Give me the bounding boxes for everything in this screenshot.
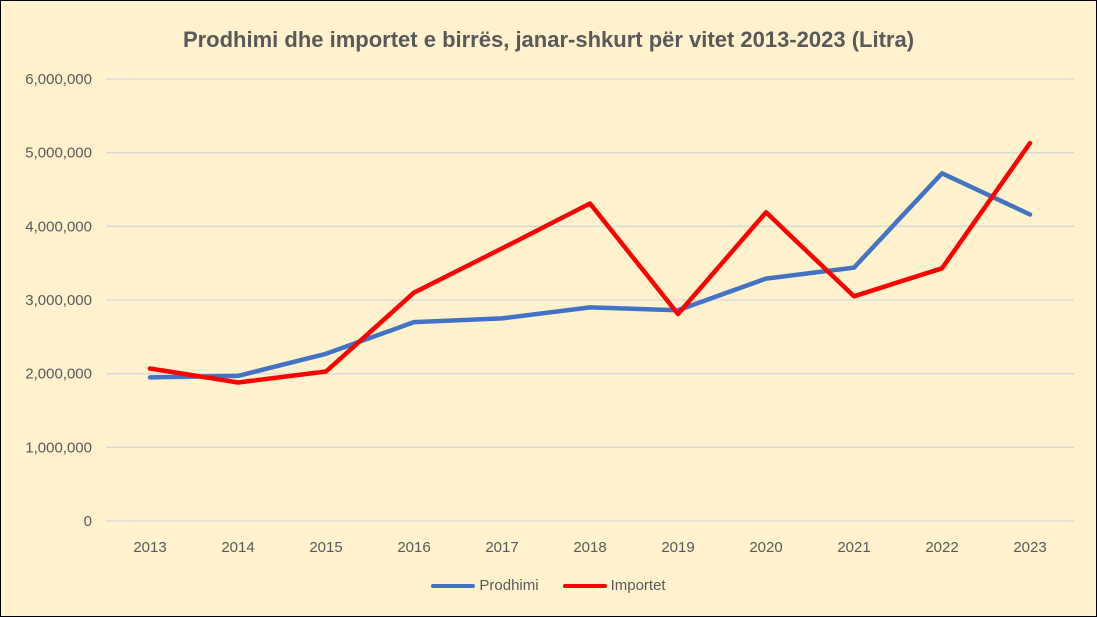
legend-swatch-importet xyxy=(562,583,607,588)
legend: Prodhimi Importet xyxy=(1,577,1096,594)
y-tick-label: 3,000,000 xyxy=(25,292,92,309)
y-tick-label: 1,000,000 xyxy=(25,439,92,456)
y-tick-label: 2,000,000 xyxy=(25,366,92,383)
chart-title: Prodhimi dhe importet e birrës, janar-sh… xyxy=(182,27,915,52)
x-tick-label: 2016 xyxy=(397,539,430,556)
x-axis: 2013 2014 2015 2016 2017 2018 2019 2020 2021 2022… xyxy=(133,539,1046,556)
series-line-importet xyxy=(147,140,1033,385)
legend-swatch-prodhimi xyxy=(431,583,476,588)
y-tick-label: 4,000,000 xyxy=(25,218,92,235)
series-line-prodhimi xyxy=(147,171,1033,380)
x-tick-label: 2019 xyxy=(661,539,694,556)
legend-label-prodhimi: Prodhimi xyxy=(479,577,539,594)
gridlines xyxy=(106,78,1074,522)
x-tick-label: 2020 xyxy=(749,539,782,556)
legend-label-importet: Importet xyxy=(610,577,666,594)
y-axis: 0 1,000,000 2,000,000 3,000,000 4,000,000 5,0… xyxy=(25,71,92,530)
x-tick-label: 2013 xyxy=(133,539,166,556)
x-tick-label: 2015 xyxy=(309,539,342,556)
y-tick-label: 0 xyxy=(84,513,92,530)
y-tick-label: 6,000,000 xyxy=(25,71,92,88)
x-tick-label: 2017 xyxy=(485,539,518,556)
x-tick-label: 2018 xyxy=(573,539,606,556)
x-tick-label: 2021 xyxy=(837,539,870,556)
x-tick-label: 2023 xyxy=(1013,539,1046,556)
x-tick-label: 2022 xyxy=(925,539,958,556)
legend-item-prodhimi: Prodhimi xyxy=(431,577,539,594)
x-tick-label: 2014 xyxy=(221,539,254,556)
series-lines xyxy=(147,140,1033,385)
legend-item-importet: Importet xyxy=(562,577,666,594)
y-tick-label: 5,000,000 xyxy=(25,145,92,162)
